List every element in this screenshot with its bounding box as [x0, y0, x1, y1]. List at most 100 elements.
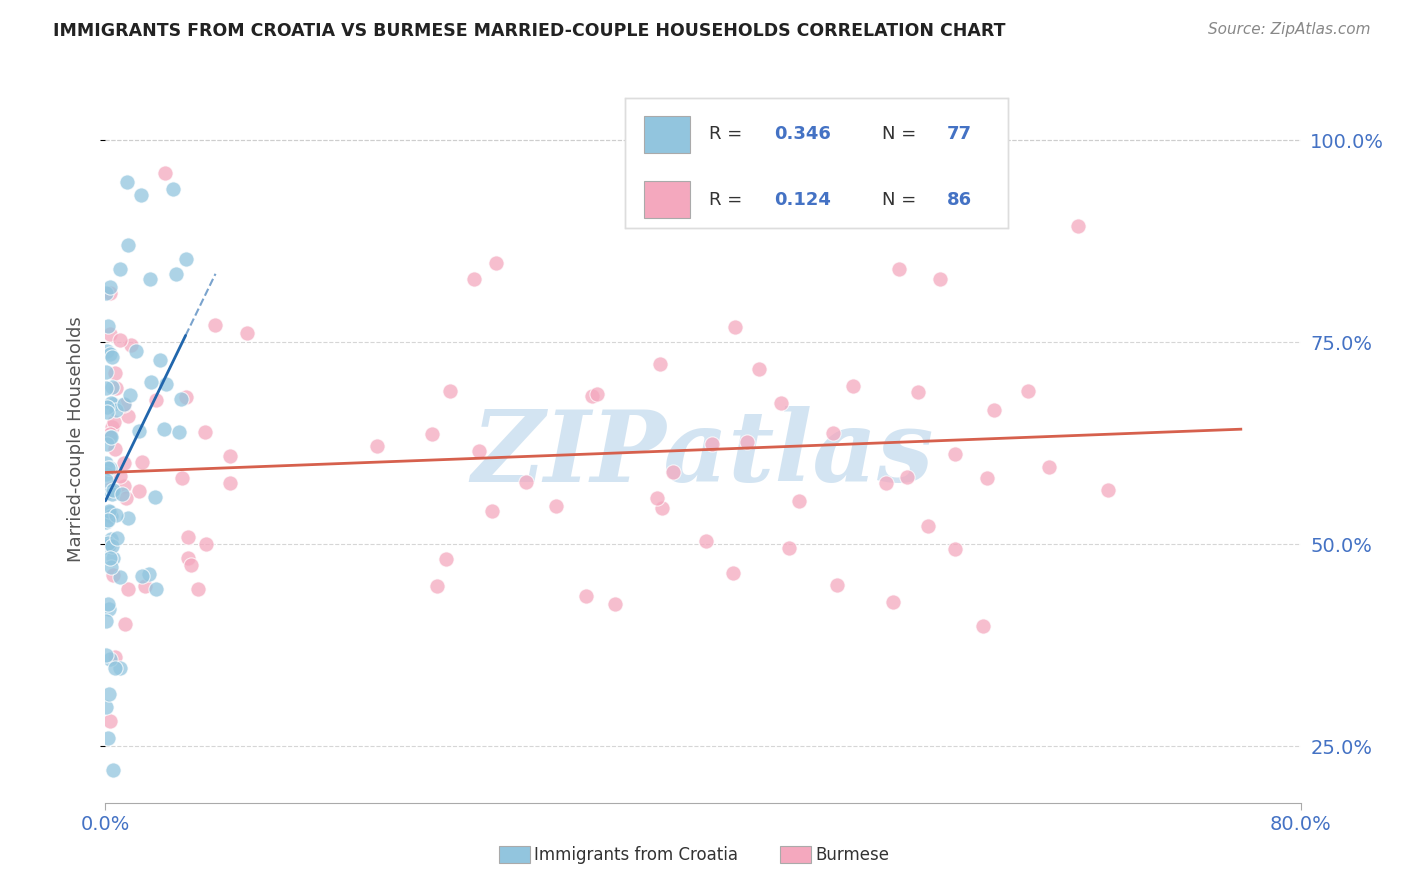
Point — [695, 534, 717, 549]
Point — [1038, 459, 1060, 474]
Point — [101, 539, 124, 553]
Point — [96, 474, 118, 488]
Point — [98, 505, 121, 519]
Point — [94, 381, 117, 395]
Point — [165, 267, 187, 281]
Point — [98, 326, 121, 341]
Text: Source: ZipAtlas.com: Source: ZipAtlas.com — [1208, 22, 1371, 37]
Point — [176, 550, 198, 565]
Point — [98, 460, 121, 475]
Point — [434, 552, 457, 566]
Point — [94, 516, 117, 530]
Point — [737, 435, 759, 450]
Point — [917, 519, 939, 533]
Point — [114, 616, 136, 631]
Point — [101, 764, 124, 778]
Point — [97, 538, 120, 552]
Point — [138, 566, 160, 581]
Point — [235, 326, 257, 340]
Point — [194, 537, 217, 551]
Point — [645, 491, 668, 505]
Point — [100, 560, 122, 574]
Point — [177, 530, 200, 544]
Point — [929, 272, 952, 286]
Point — [97, 731, 120, 746]
Point — [111, 487, 134, 501]
Point — [194, 425, 217, 439]
Point — [145, 490, 167, 504]
Point — [100, 395, 122, 409]
Point — [162, 182, 184, 196]
Point — [825, 578, 848, 592]
Point — [724, 320, 747, 334]
Point — [104, 366, 127, 380]
Text: Immigrants from Croatia: Immigrants from Croatia — [534, 846, 738, 863]
Point — [139, 375, 162, 389]
Point — [117, 582, 139, 597]
Point — [515, 475, 537, 489]
Point — [112, 479, 135, 493]
Point — [114, 491, 136, 505]
Point — [101, 483, 124, 498]
Point — [101, 550, 124, 565]
Point — [426, 579, 449, 593]
Point — [778, 541, 800, 555]
Point — [972, 619, 994, 633]
Point — [153, 422, 176, 436]
Point — [366, 439, 388, 453]
Point — [98, 714, 121, 728]
Point — [145, 582, 167, 596]
Point — [104, 650, 127, 665]
Point — [104, 442, 127, 456]
Point — [129, 188, 152, 202]
Point — [581, 389, 603, 403]
Point — [100, 429, 122, 443]
Point — [976, 471, 998, 485]
Point — [131, 568, 153, 582]
Point — [463, 272, 485, 286]
Point — [544, 500, 567, 514]
Point — [648, 358, 671, 372]
Point — [100, 508, 122, 523]
Point — [103, 415, 125, 429]
Point — [104, 508, 127, 522]
Point — [96, 344, 118, 359]
Point — [98, 285, 121, 300]
Point — [187, 582, 209, 597]
Point — [174, 391, 197, 405]
Point — [155, 377, 177, 392]
Point — [603, 597, 626, 611]
Point — [145, 393, 167, 408]
Point — [105, 531, 128, 545]
Point — [439, 384, 461, 398]
Point — [96, 365, 118, 379]
Point — [481, 504, 503, 518]
Point — [574, 589, 596, 603]
Point — [204, 318, 226, 332]
Point — [101, 420, 124, 434]
Point — [104, 661, 127, 675]
Text: ZIPatlas: ZIPatlas — [472, 406, 934, 502]
Point — [420, 426, 443, 441]
Point — [98, 652, 121, 666]
Point — [1097, 483, 1119, 497]
Text: IMMIGRANTS FROM CROATIA VS BURMESE MARRIED-COUPLE HOUSEHOLDS CORRELATION CHART: IMMIGRANTS FROM CROATIA VS BURMESE MARRI… — [53, 22, 1005, 40]
Point — [110, 468, 132, 483]
Point — [485, 255, 508, 269]
Point — [112, 398, 135, 412]
Point — [97, 536, 120, 550]
Point — [101, 397, 124, 411]
Point — [96, 540, 118, 554]
Point — [96, 437, 118, 451]
Point — [117, 238, 139, 252]
Point — [585, 386, 607, 401]
Point — [1017, 384, 1039, 398]
Point — [943, 541, 966, 556]
Point — [468, 443, 491, 458]
Point — [94, 648, 117, 663]
Point — [98, 347, 121, 361]
Point — [98, 426, 121, 441]
Point — [118, 388, 141, 402]
Point — [96, 405, 118, 419]
Point — [98, 430, 121, 444]
